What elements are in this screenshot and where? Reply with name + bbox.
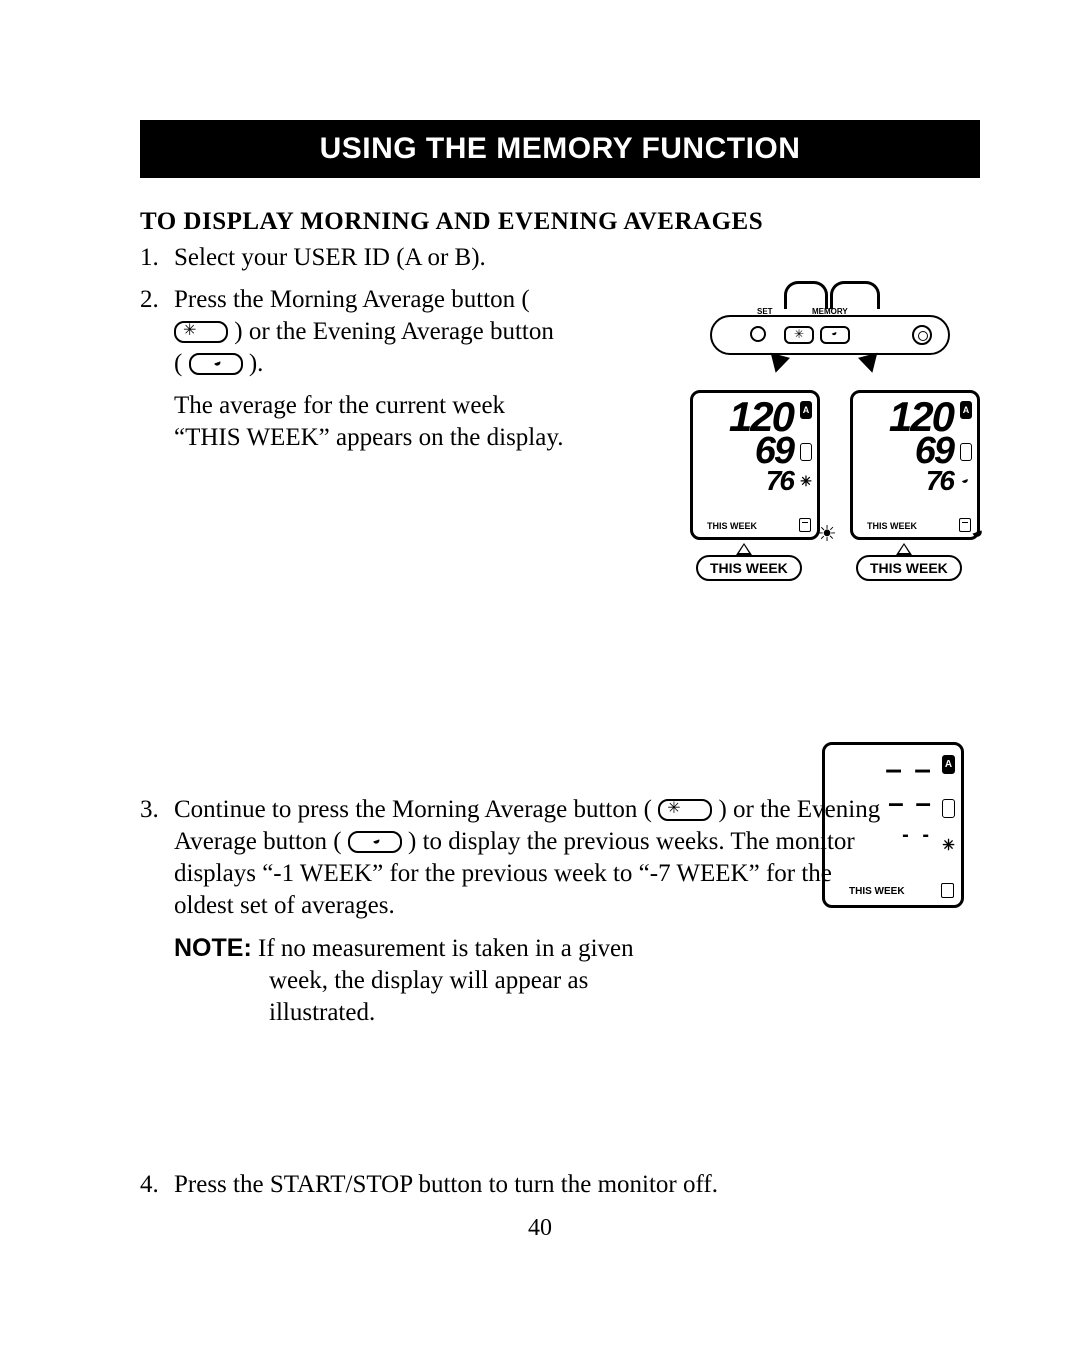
set-label: SET [757, 307, 773, 316]
calendar-icon [799, 518, 811, 532]
note-body: If no measurement is taken in a given we… [252, 935, 634, 1026]
evening-average-button-icon [348, 831, 402, 853]
evening-button-icon [820, 326, 850, 344]
note-label: NOTE: [174, 934, 252, 962]
device-figure: SET MEMORY 120 69 76 A THIS WEEK 120 69 … [680, 275, 980, 575]
pulse-value: 76 [699, 469, 811, 493]
dash-row: – – [831, 755, 955, 785]
empty-display-figure: – – – – - - A THIS WEEK [822, 742, 964, 908]
step-1-text: Select your USER ID (A or B). [174, 244, 486, 271]
this-week-label: THIS WEEK [856, 555, 962, 581]
step-3-text-a: Continue to press the Morning Average bu… [174, 796, 652, 823]
arrow-down-icon [766, 353, 790, 376]
pointer-icon [736, 543, 752, 555]
section-heading: TO DISPLAY MORNING AND EVENING AVERAGES [140, 208, 980, 236]
lcd-evening: 120 69 76 A THIS WEEK [850, 390, 980, 540]
sun-icon [800, 473, 812, 491]
page-title: USING THE MEMORY FUNCTION [140, 120, 980, 178]
user-indicator: A [942, 755, 955, 774]
diastolic-value: 69 [699, 435, 811, 467]
memory-label: MEMORY [812, 307, 848, 316]
moon-icon [960, 473, 972, 491]
this-week-small: THIS WEEK [707, 521, 757, 531]
diastolic-value: 69 [859, 435, 971, 467]
set-button-icon [750, 326, 766, 342]
device-button-panel: SET MEMORY [710, 315, 950, 355]
page-number: 40 [0, 1215, 1080, 1242]
lcd-morning: 120 69 76 A THIS WEEK [690, 390, 820, 540]
this-week-small: THIS WEEK [867, 521, 917, 531]
step-2-text-c: ). [249, 350, 264, 377]
sun-large-icon [810, 517, 844, 551]
user-indicator: A [800, 401, 812, 419]
morning-average-button-icon [658, 799, 712, 821]
morning-button-icon [784, 326, 814, 344]
indicator-icon [960, 443, 972, 461]
indicator-icon [942, 799, 955, 818]
evening-average-button-icon [189, 353, 243, 375]
pointer-icon [896, 543, 912, 555]
sun-icon [942, 837, 955, 856]
arrow-down-icon [858, 353, 882, 376]
step-4-text: Press the START/STOP button to turn the … [174, 1171, 718, 1198]
dash-row: – – [831, 785, 955, 821]
step-2-result: The average for the current week “THIS W… [174, 390, 564, 454]
step-4: Press the START/STOP button to turn the … [140, 1169, 980, 1201]
user-indicator: A [960, 401, 972, 419]
calendar-icon [941, 883, 954, 898]
morning-average-button-icon [174, 321, 228, 343]
step-1: Select your USER ID (A or B). [140, 242, 980, 274]
dash-row: - - [831, 821, 955, 849]
pulse-value: 76 [859, 469, 971, 493]
indicator-icon [800, 443, 812, 461]
moon-large-icon [962, 517, 996, 551]
step-2-text-a: Press the Morning Average button ( [174, 286, 530, 313]
this-week-small: THIS WEEK [849, 886, 905, 897]
power-button-icon [912, 325, 932, 345]
this-week-label: THIS WEEK [696, 555, 802, 581]
